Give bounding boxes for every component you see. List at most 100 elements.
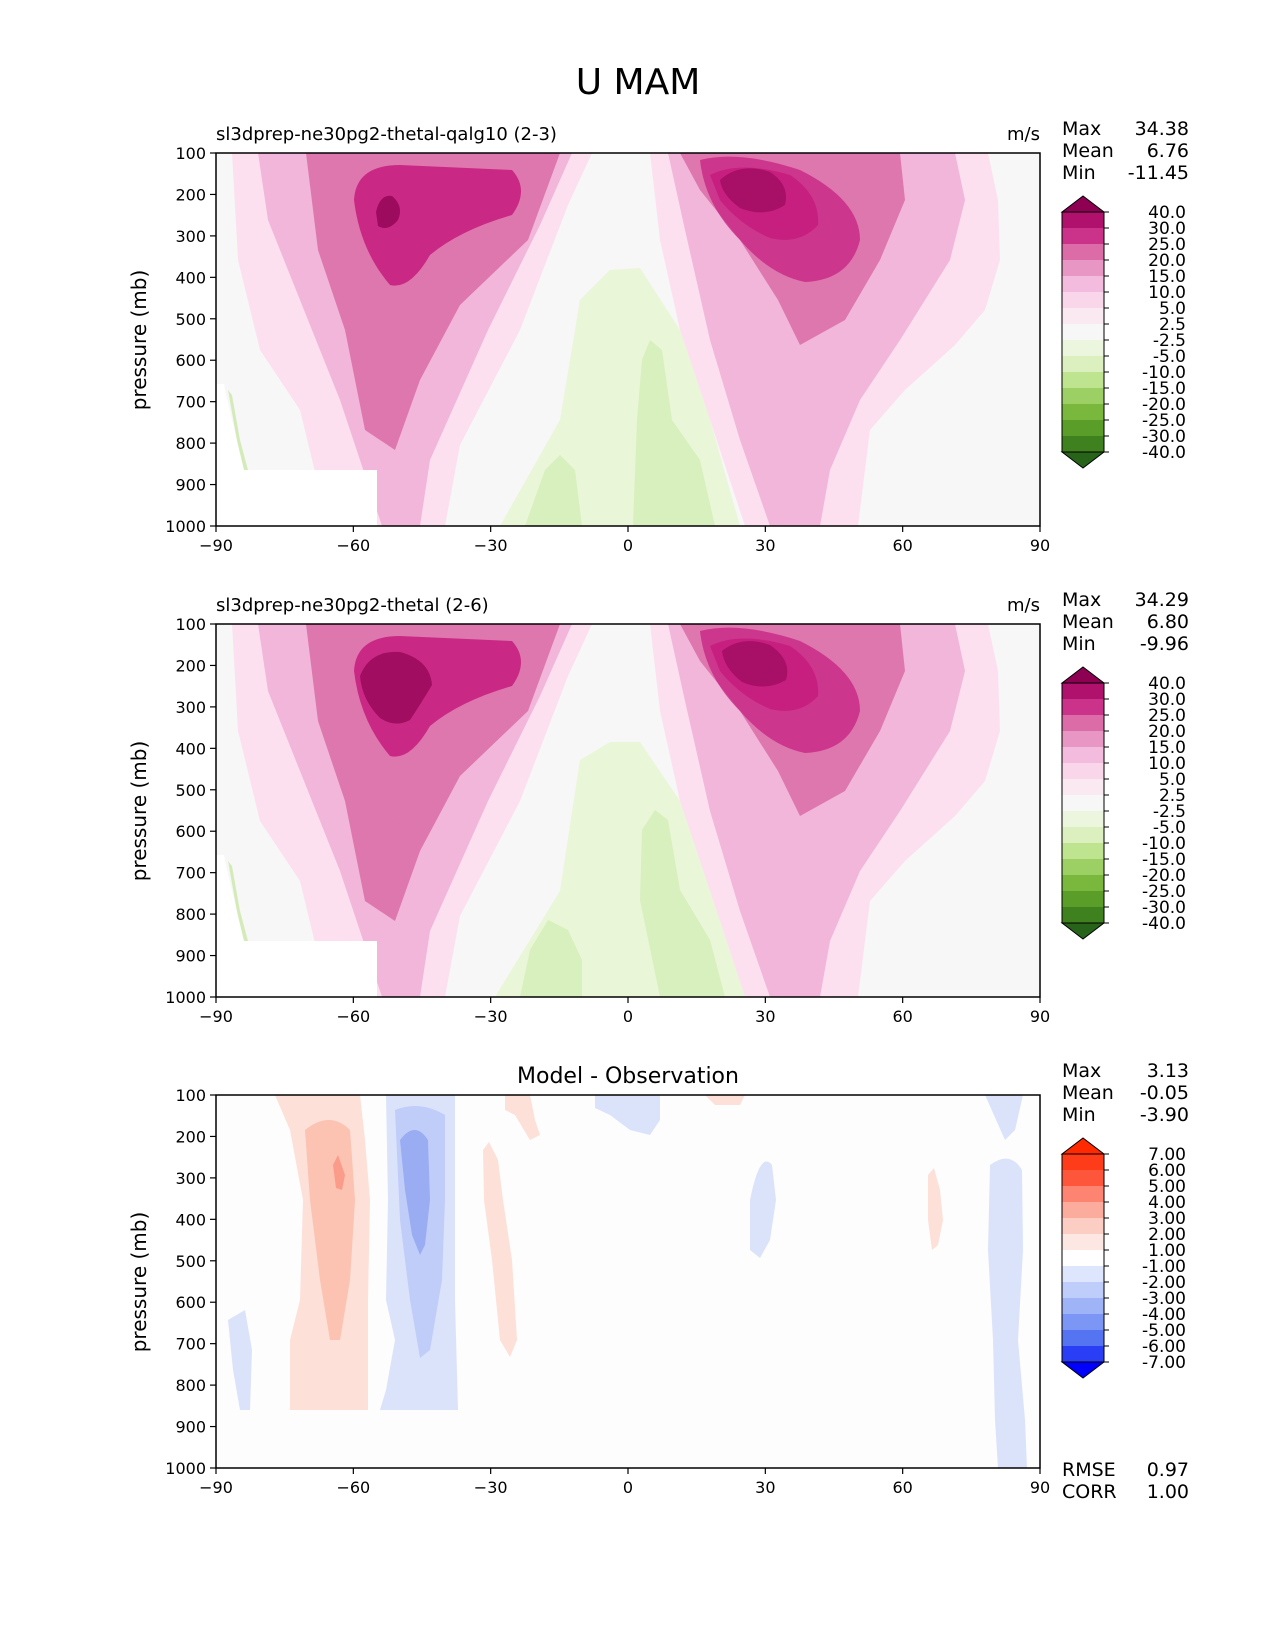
panel-2-ylabel: pressure (mb) [127,741,151,882]
panel-1: sl3dprep-ne30pg2-thetal-qalg10 (2-3) m/s… [127,118,1189,555]
colorbar-band [1062,731,1104,747]
panel-1-easterly-5b [633,340,715,526]
colorbar-label: 4.00 [1148,1193,1186,1213]
colorbar-band [1062,1298,1104,1314]
colorbar-band [1062,244,1104,260]
colorbar-label: -25.0 [1142,882,1186,902]
colorbar-label: 15.0 [1148,267,1186,287]
panel-2-southern-jet-30 [360,651,432,724]
panel-3-positive-region-3 [333,1155,345,1190]
colorbar-band [1062,420,1104,436]
stat-label: Mean [1062,140,1114,162]
y-tick-label: 300 [175,1169,206,1188]
y-tick-label: 900 [175,947,206,966]
colorbar-band [1062,260,1104,276]
colorbar-label: -1.00 [1142,1257,1186,1277]
panel-1-easterly-10 [228,390,248,480]
stat-label: Mean [1062,1082,1114,1104]
colorbar-band [1062,747,1104,763]
colorbar-band [1062,827,1104,843]
colorbar-band [1062,715,1104,731]
x-tick-label: −30 [474,1007,508,1026]
colorbar-band [1062,436,1104,452]
colorbar-extend-min [1060,922,1106,940]
colorbar-extend-max [1060,195,1106,213]
stat-value: -9.96 [1140,633,1189,655]
colorbar-band [1062,372,1104,388]
stat-value: 3.13 [1147,1060,1189,1082]
colorbar-label: -4.00 [1142,1305,1186,1325]
panel-2-easterly-5b [640,810,725,997]
bottom-stat-label: CORR [1062,1481,1117,1503]
panel-3-y-ticks: 100 200 300 400 500 600 700 800 900 1000 [165,1086,216,1478]
y-tick-label: 1000 [165,988,206,1007]
x-tick-label: 60 [892,1478,912,1497]
colorbar-band [1062,1346,1104,1362]
x-tick-label: 90 [1030,1478,1050,1497]
colorbar-band [1062,340,1104,356]
panel-3-positive-region-5 [505,1095,540,1140]
y-tick-label: 300 [175,698,206,717]
y-tick-label: 100 [175,615,206,634]
panel-2-x-ticks: −90 −60 −30 0 30 60 90 [199,997,1050,1026]
stat-value: -11.45 [1128,162,1189,184]
colorbar-label: -40.0 [1142,914,1186,934]
panel-2-easterly-10 [228,861,248,951]
x-tick-label: 60 [892,536,912,555]
colorbar-label: -3.00 [1142,1289,1186,1309]
x-tick-label: −60 [336,1007,370,1026]
colorbar-frame [1061,1153,1105,1363]
colorbar-extend-max [1060,666,1106,684]
x-tick-label: 30 [755,536,775,555]
colorbar-label: 7.00 [1148,1145,1186,1165]
stat-value: -0.05 [1140,1082,1189,1104]
panel-3-negative-region-3 [400,1130,430,1255]
panel-3-x-ticks: −90 −60 −30 0 30 60 90 [199,1468,1050,1497]
panel-3-title: Model - Observation [517,1064,739,1089]
colorbar-band [1062,388,1104,404]
colorbar-label: 20.0 [1148,251,1186,271]
stat-value: 34.38 [1135,118,1189,140]
y-tick-label: 800 [175,905,206,924]
y-tick-label: 600 [175,1293,206,1312]
colorbar-label: -30.0 [1142,898,1186,918]
y-tick-label: 700 [175,1335,206,1354]
colorbar-band [1062,356,1104,372]
stat-value: 6.80 [1147,611,1189,633]
colorbar-label: 5.00 [1148,1177,1186,1197]
panel-2: sl3dprep-ne30pg2-thetal (2-6) m/s pressu… [127,589,1189,1026]
x-tick-label: −60 [336,1478,370,1497]
panel-1-northern-jet-30 [720,168,786,213]
y-tick-label: 200 [175,656,206,675]
panel-1-northern-jet-10 [668,153,965,526]
y-tick-label: 100 [175,1086,206,1105]
panel-1-ylabel: pressure (mb) [127,270,151,411]
y-tick-label: 200 [175,185,206,204]
colorbar-band [1062,907,1104,923]
colorbar-label: -10.0 [1142,363,1186,383]
y-tick-label: 400 [175,268,206,287]
panel-2-y-ticks: 100 200 300 400 500 600 700 800 900 1000 [165,615,216,1007]
panel-1-easterly-5 [525,455,582,526]
stat-value: -3.90 [1140,1104,1189,1126]
panel-2-missing-data-mask [216,855,377,997]
colorbar-label: 2.00 [1148,1225,1186,1245]
colorbar-extend-max [1060,1137,1106,1155]
panel-1-southern-jet-30 [376,195,400,228]
colorbar-band [1062,1202,1104,1218]
colorbar-label: -20.0 [1142,395,1186,415]
y-tick-label: 700 [175,393,206,412]
panel-1-contour-field [216,153,1040,526]
x-tick-label: 0 [623,1007,633,1026]
panel-3-negative-region-4 [595,1095,660,1135]
colorbar-label: 40.0 [1148,674,1186,694]
colorbar-extend-min [1060,1361,1106,1379]
colorbar-label: 6.00 [1148,1161,1186,1181]
colorbar-band [1062,1250,1104,1266]
colorbar-label: -10.0 [1142,834,1186,854]
panel-1-stats: Max 34.38 Mean 6.76 Min -11.45 [1062,118,1189,184]
panel-3-negative-region-7 [988,1158,1027,1468]
x-tick-label: 60 [892,1007,912,1026]
panel-1-x-ticks: −90 −60 −30 0 30 60 90 [199,526,1050,555]
colorbar-band [1062,324,1104,340]
